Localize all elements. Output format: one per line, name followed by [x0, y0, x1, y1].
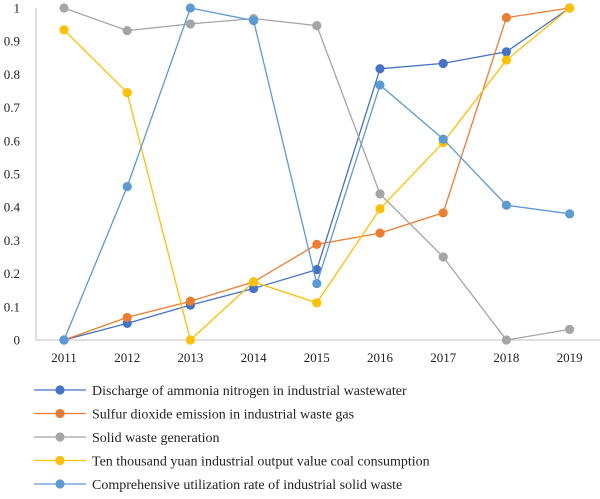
y-tick-label: 0.2: [4, 266, 20, 281]
data-point: [501, 13, 511, 23]
data-point: [501, 200, 511, 210]
data-point: [249, 277, 259, 287]
series-1: [59, 3, 575, 345]
x-tick-label: 2016: [367, 350, 394, 365]
data-point: [375, 80, 385, 90]
data-point: [501, 47, 511, 57]
x-tick-label: 2018: [493, 350, 519, 365]
x-tick-label: 2019: [557, 350, 583, 365]
y-tick-label: 0.3: [4, 233, 20, 248]
data-point: [312, 298, 322, 308]
data-point: [59, 3, 69, 13]
series-layer: [59, 3, 575, 345]
data-point: [122, 88, 132, 98]
y-tick-label: 1: [14, 1, 21, 16]
data-point: [565, 209, 575, 219]
data-point: [501, 335, 511, 345]
y-tick-label: 0.9: [4, 34, 20, 49]
y-tick-label: 0: [14, 333, 21, 348]
data-point: [312, 20, 322, 31]
legend-item: Solid waste generation: [34, 431, 220, 446]
x-tick-label: 2013: [177, 350, 203, 365]
series-4: [59, 3, 575, 345]
data-point: [185, 296, 195, 306]
legend-label: Solid waste generation: [92, 431, 220, 446]
y-tick-label: 0.4: [4, 200, 21, 215]
legend-label: Sulfur dioxide emission in industrial wa…: [92, 408, 354, 423]
x-tick-label: 2017: [430, 350, 457, 365]
legend: Discharge of ammonia nitrogen in industr…: [34, 384, 430, 493]
legend-item: Ten thousand yuan industrial output valu…: [34, 455, 430, 470]
legend-item: Discharge of ammonia nitrogen in industr…: [34, 384, 407, 399]
y-tick-label: 0.1: [4, 299, 20, 314]
data-point: [59, 335, 69, 345]
data-point: [185, 335, 195, 345]
x-tick-label: 2011: [51, 350, 77, 365]
data-point: [249, 283, 259, 294]
data-point: [375, 64, 385, 74]
series-3: [59, 3, 575, 345]
data-point: [438, 252, 448, 262]
data-point: [565, 3, 575, 13]
data-point: [312, 239, 322, 249]
y-tick-label: 0.6: [4, 133, 21, 148]
y-axis-ticks: 0 0.1 0.2 0.3 0.4 0.5 0.6 0.7 0.8 0.9 1: [4, 1, 21, 348]
x-axis-ticks: 2011 2012 2013 2014 2015 2016 2017 2018 2019: [51, 350, 582, 365]
data-point: [122, 312, 132, 323]
legend-label: Comprehensive utilization rate of indust…: [92, 478, 402, 493]
y-tick-label: 0.5: [4, 167, 20, 182]
x-tick-label: 2012: [114, 350, 140, 365]
data-point: [375, 204, 385, 214]
x-tick-label: 2014: [241, 350, 268, 365]
data-point: [59, 25, 69, 35]
data-point: [375, 189, 385, 199]
data-point: [122, 25, 132, 36]
data-point: [375, 228, 385, 238]
data-point: [185, 3, 195, 13]
chart-axes: [35, 8, 600, 341]
legend-swatch-marker: [55, 432, 65, 442]
series-2: [59, 3, 575, 345]
data-point: [501, 55, 511, 65]
legend-item: Sulfur dioxide emission in industrial wa…: [34, 408, 354, 423]
legend-swatch-marker: [55, 479, 65, 489]
data-point: [185, 19, 195, 29]
legend-swatch-marker: [55, 408, 65, 419]
legend-swatch-marker: [55, 455, 65, 466]
series-line: [63, 7, 570, 341]
legend-item: Comprehensive utilization rate of indust…: [34, 478, 402, 493]
legend-swatch-marker: [55, 385, 65, 395]
legend-label: Discharge of ammonia nitrogen in industr…: [92, 384, 407, 399]
data-point: [438, 208, 448, 218]
y-tick-label: 0.7: [4, 100, 21, 115]
series-5: [59, 3, 575, 345]
data-point: [565, 324, 575, 334]
data-point: [122, 182, 132, 192]
data-point: [249, 16, 259, 26]
data-point: [438, 58, 448, 69]
x-tick-label: 2015: [304, 350, 330, 365]
data-point: [438, 134, 448, 144]
legend-label: Ten thousand yuan industrial output valu…: [92, 455, 430, 470]
data-point: [312, 278, 322, 289]
y-tick-label: 0.8: [4, 67, 20, 82]
